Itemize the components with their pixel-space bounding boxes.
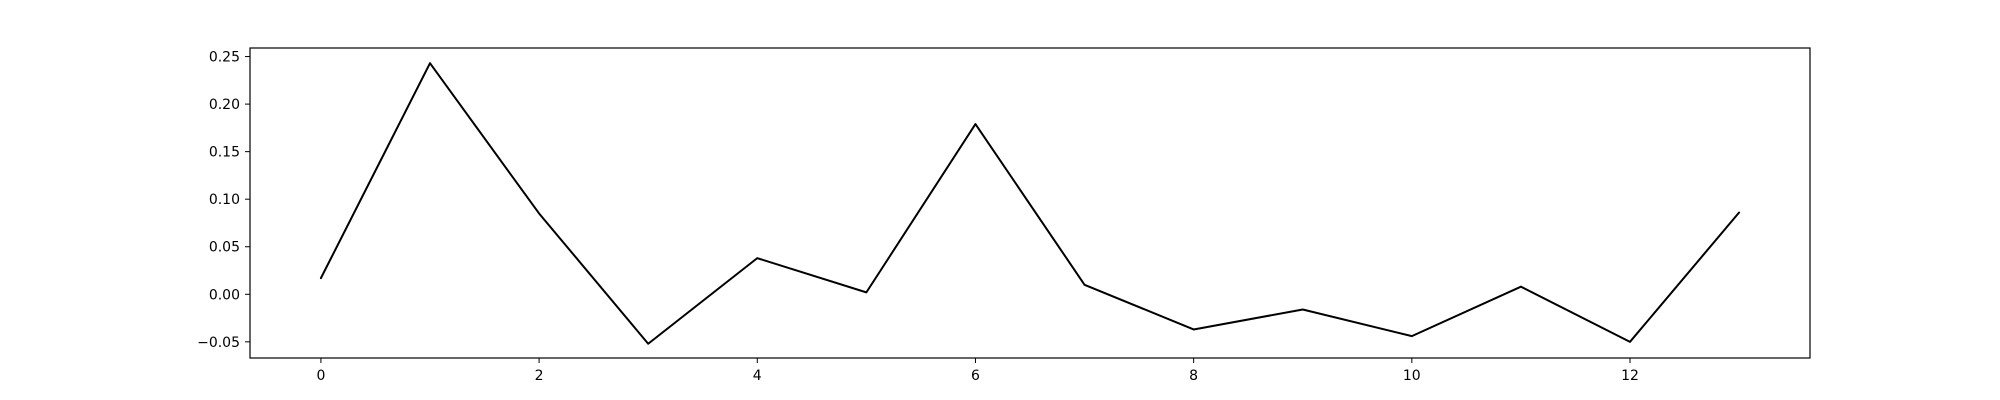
y-tick-label: 0.25 (209, 50, 240, 66)
x-tick-label: 12 (1621, 368, 1639, 384)
y-tick-label: 0.20 (209, 97, 240, 113)
x-tick-label: 0 (316, 368, 325, 384)
x-tick-label: 8 (1189, 368, 1198, 384)
y-tick-label: 0.00 (209, 287, 240, 303)
x-tick-label: 6 (971, 368, 980, 384)
series-line (319, 62, 1741, 345)
x-tick-label: 4 (753, 368, 762, 384)
y-tick-label: 0.10 (209, 192, 240, 208)
y-tick-label: −0.05 (197, 335, 240, 351)
y-tick-label: 0.15 (209, 145, 240, 161)
x-tick-label: 2 (535, 368, 544, 384)
y-tick-label: 0.05 (209, 240, 240, 256)
x-tick-label: 10 (1403, 368, 1421, 384)
axes-frame (249, 47, 1811, 359)
plot-area: 0 2 4 6 8 10 12 −0.05 0.00 0.05 0.10 0.15 0.20 0.25 (197, 47, 1811, 384)
